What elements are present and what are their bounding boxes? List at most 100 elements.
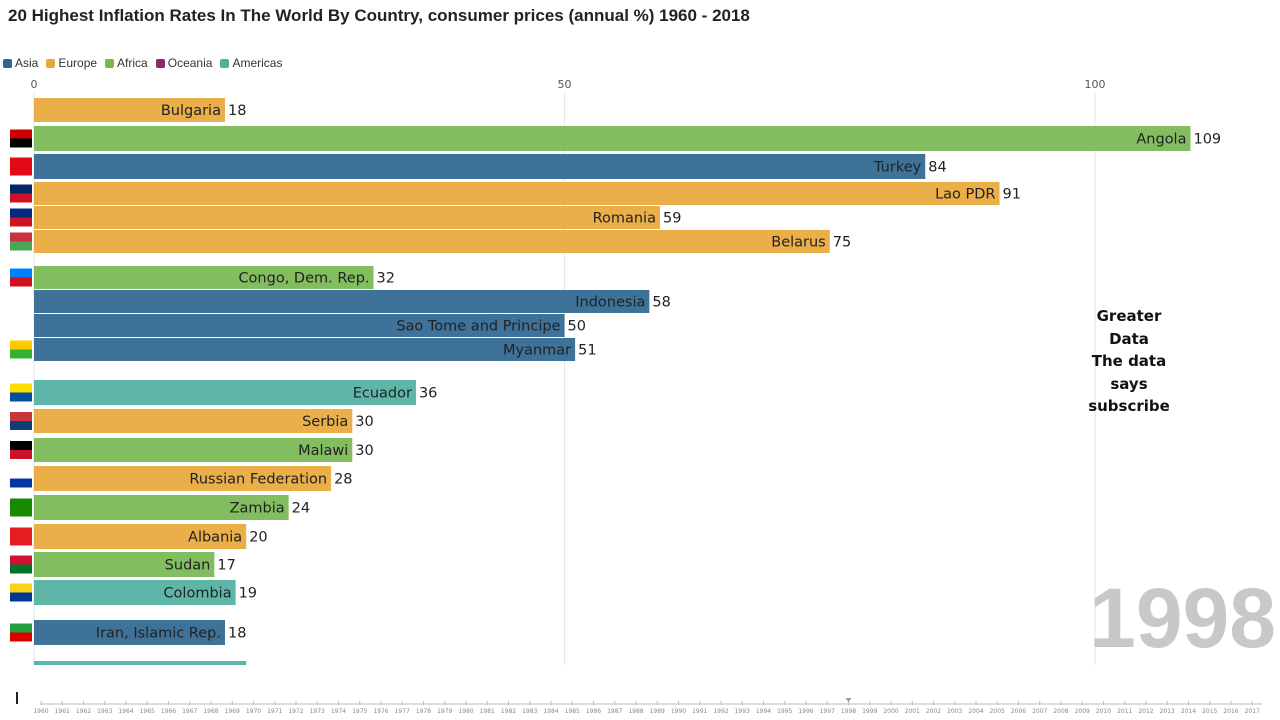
timeline-year[interactable]: 2001 [905,708,920,715]
timeline-year[interactable]: 1971 [267,708,282,715]
bar-group: Sao Tome and Principe 50 [34,314,586,337]
timeline-year[interactable]: 1977 [395,708,410,715]
timeline-year[interactable]: 1966 [161,708,176,715]
timeline-year[interactable]: 1998 [841,708,856,715]
timeline-marker[interactable] [845,698,852,702]
watermark-line: The data [1091,352,1167,370]
timeline-year[interactable]: 1964 [118,708,133,715]
timeline-year[interactable]: 1981 [480,708,495,715]
bar [34,620,225,645]
timeline-year[interactable]: 2014 [1181,708,1196,715]
timeline-year[interactable]: 1967 [182,708,197,715]
value-label: 58 [652,295,670,311]
bar-group: Serbia 30 [10,409,374,433]
bar-group: Sudan 17 [10,552,236,577]
timeline-year[interactable]: 1988 [628,708,643,715]
timeline-year[interactable]: 2003 [947,708,962,715]
timeline-year[interactable]: 1968 [203,708,218,715]
value-label: 17 [217,558,235,574]
timeline-year[interactable]: 2002 [926,708,941,715]
flag-icon [10,268,32,278]
play-pause-button[interactable] [16,692,18,704]
value-label: 20 [249,530,267,546]
timeline-year[interactable]: 1994 [756,708,771,715]
flag-icon [10,583,32,593]
timeline-year[interactable]: 2011 [1117,708,1132,715]
value-label: 24 [292,501,310,517]
timeline-year[interactable]: 1975 [352,708,367,715]
timeline-year[interactable]: 1986 [586,708,601,715]
legend-label: Oceania [167,56,213,70]
timeline-year[interactable]: 1980 [458,708,473,715]
flag-icon [10,232,32,242]
flag-icon [10,208,32,218]
timeline-year[interactable]: 1962 [76,708,91,715]
timeline-year[interactable]: 2008 [1053,708,1068,715]
timeline-year[interactable]: 2004 [968,708,983,715]
timeline-year[interactable]: 2013 [1160,708,1175,715]
timeline-year[interactable]: 1960 [33,708,48,715]
bar-label: Ecuador [353,386,412,402]
timeline-year[interactable]: 1990 [671,708,686,715]
timeline-year[interactable]: 2017 [1245,708,1260,715]
bar-group: Indonesia 58 [34,290,671,313]
timeline-year[interactable]: 2006 [1011,708,1026,715]
timeline-year[interactable]: 1979 [437,708,452,715]
bar-label: Angola [1136,132,1186,148]
timeline-year[interactable]: 1984 [543,708,558,715]
timeline-year[interactable]: 2005 [990,708,1005,715]
timeline-year[interactable]: 2012 [1138,708,1153,715]
timeline-year[interactable]: 1989 [650,708,665,715]
timeline-year[interactable]: 1996 [798,708,813,715]
watermark-line: Greater [1096,307,1162,325]
timeline-year[interactable]: 1973 [310,708,325,715]
timeline-year[interactable]: 1999 [862,708,877,715]
bar [34,552,215,577]
timeline-year[interactable]: 2009 [1075,708,1090,715]
timeline-year[interactable]: 2010 [1096,708,1111,715]
bar-label: Serbia [302,414,348,430]
legend-swatch [105,58,115,68]
timeline-year[interactable]: 1997 [820,708,835,715]
timeline-year[interactable]: 1978 [416,708,431,715]
watermark-text: Greater Data The data says subscribe [1080,305,1178,418]
flag-icon-lower [10,349,32,359]
bar-group: Turkey 84 [10,154,947,179]
value-label: 28 [334,472,352,488]
timeline-year[interactable]: 1969 [225,708,240,715]
flag-icon-lower [10,138,32,148]
flag-icon-lower [10,421,32,430]
timeline-year[interactable]: 2016 [1223,708,1238,715]
value-label: 51 [578,343,596,359]
timeline-year[interactable]: 1963 [97,708,112,715]
bar-group [34,661,247,665]
timeline-year[interactable]: 1970 [246,708,261,715]
timeline-year[interactable]: 1961 [55,708,70,715]
timeline-year[interactable]: 1965 [140,708,155,715]
bar [34,466,332,491]
timeline-year[interactable]: 2015 [1202,708,1217,715]
flag-icon [10,412,32,421]
bar-group: Congo, Dem. Rep. 32 [10,266,395,289]
bar-group: Iran, Islamic Rep. 18 [10,620,246,645]
timeline-year[interactable]: 1972 [288,708,303,715]
timeline-year[interactable]: 1985 [565,708,580,715]
timeline-year[interactable]: 1982 [501,708,516,715]
timeline-year[interactable]: 1983 [522,708,537,715]
timeline-year[interactable]: 1992 [713,708,728,715]
bar-label: Belarus [771,235,826,251]
timeline-year[interactable]: 1974 [331,708,346,715]
timeline-year[interactable]: 1993 [735,708,750,715]
flag-icon [10,157,32,167]
flag-icon-lower [10,277,32,287]
timeline-year[interactable]: 1995 [777,708,792,715]
flag-icon-lower [10,564,32,574]
timeline-year[interactable]: 1987 [607,708,622,715]
timeline-year[interactable]: 2000 [883,708,898,715]
legend-item: Asia [3,56,38,70]
timeline-year[interactable]: 1991 [692,708,707,715]
legend-swatch [3,58,12,68]
timeline-year[interactable]: 2007 [1032,708,1047,715]
timeline-year[interactable]: 1976 [373,708,388,715]
